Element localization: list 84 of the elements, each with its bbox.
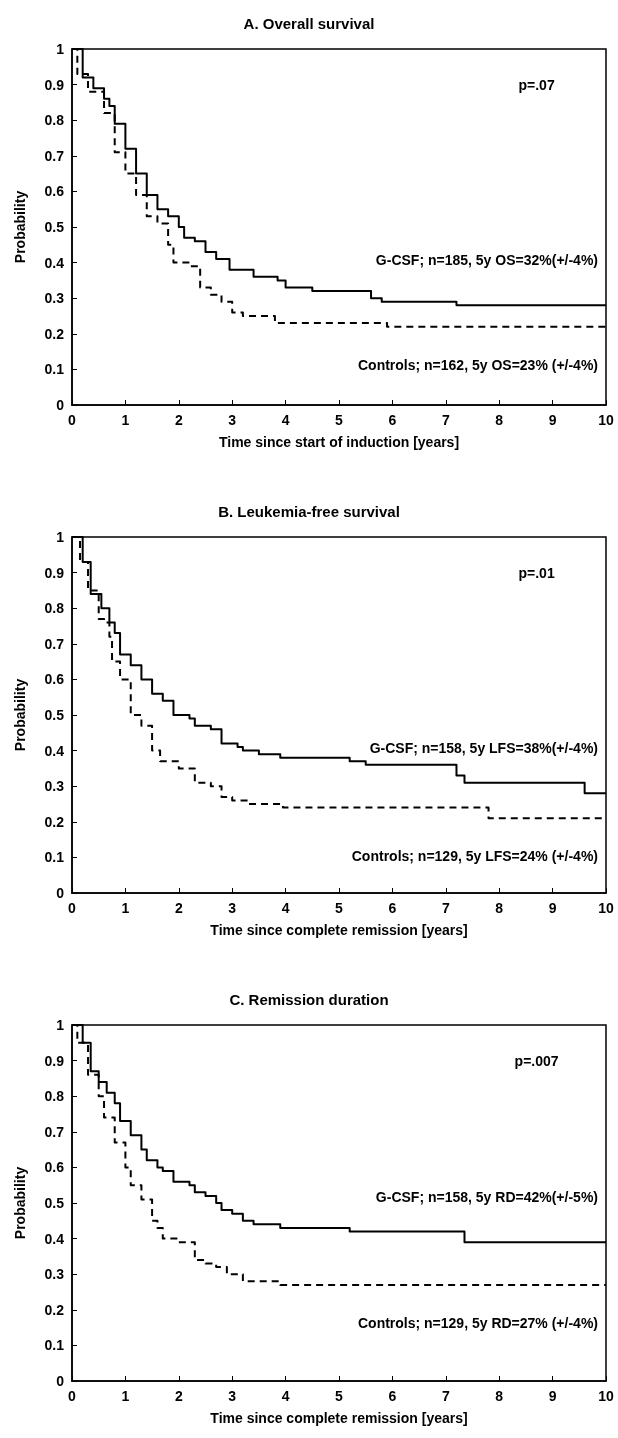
y-tick-label: 0.3 bbox=[44, 778, 65, 795]
x-tick-label: 3 bbox=[228, 900, 237, 916]
chart-title: A. Overall survival bbox=[243, 15, 375, 32]
y-tick-label: 0.5 bbox=[44, 219, 65, 235]
y-tick-label: 0.3 bbox=[44, 1266, 65, 1283]
y-axis-title: Probability bbox=[12, 190, 28, 264]
y-tick-label: 1 bbox=[56, 1017, 65, 1033]
x-tick-label: 3 bbox=[228, 1388, 237, 1404]
x-tick-label: 4 bbox=[281, 900, 290, 916]
x-tick-label: 1 bbox=[121, 900, 130, 916]
y-tick-label: 0.4 bbox=[44, 254, 65, 271]
y-tick-label: 0.6 bbox=[44, 183, 65, 200]
y-tick-label: 0.3 bbox=[44, 290, 65, 307]
annotation: p=.01 bbox=[518, 564, 555, 581]
y-tick-label: 0.5 bbox=[44, 707, 65, 723]
x-axis-title: Time since complete remission [years] bbox=[210, 922, 468, 938]
text: Controls; n=129, 5y RD=27% (+/-4%) bbox=[357, 1314, 598, 1331]
x-axis-title: Time since complete remission [years] bbox=[210, 1410, 468, 1426]
y-tick-label: 0 bbox=[56, 1373, 65, 1389]
x-tick-label: 8 bbox=[495, 412, 504, 428]
series-label: G-CSF; n=158, 5y LFS=38%(+/-4%) bbox=[369, 740, 598, 757]
x-axis-title: Time since start of induction [years] bbox=[218, 434, 460, 450]
x-tick-label: 0 bbox=[68, 412, 77, 428]
x-tick-label: 1 bbox=[121, 1388, 130, 1404]
y-tick-label: 1 bbox=[56, 529, 65, 545]
x-tick-label: 10 bbox=[598, 412, 614, 428]
y-tick-label: 0.6 bbox=[44, 671, 65, 688]
x-tick-label: 1 bbox=[121, 412, 130, 428]
x-tick-label: 8 bbox=[495, 1388, 504, 1404]
y-tick-label: 0.5 bbox=[44, 1195, 65, 1211]
y-tick-label: 0.1 bbox=[44, 361, 65, 378]
y-tick-label: 0.9 bbox=[44, 1052, 65, 1069]
x-tick-label: 4 bbox=[281, 1388, 290, 1404]
x-tick-label: 10 bbox=[598, 900, 614, 916]
x-tick-label: 6 bbox=[388, 1388, 397, 1404]
y-tick-label: 0.8 bbox=[44, 600, 65, 617]
x-tick-label: 2 bbox=[174, 900, 183, 916]
y-axis-title: Probability bbox=[12, 678, 28, 752]
y-tick-label: 0.8 bbox=[44, 1088, 65, 1105]
y-tick-label: 0.6 bbox=[44, 1159, 65, 1176]
chart-title: C. Remission duration bbox=[229, 991, 389, 1008]
x-tick-label: 0 bbox=[68, 900, 77, 916]
y-tick-label: 0.7 bbox=[44, 147, 65, 164]
x-tick-label: 0 bbox=[68, 1388, 77, 1404]
x-tick-label: 5 bbox=[335, 1388, 344, 1404]
x-tick-label: 2 bbox=[174, 1388, 183, 1404]
y-tick-label: 0 bbox=[56, 397, 65, 413]
y-tick-label: 0.4 bbox=[44, 742, 65, 759]
annotation: p=.007 bbox=[514, 1052, 559, 1069]
x-tick-label: 7 bbox=[441, 1388, 450, 1404]
x-tick-label: 10 bbox=[598, 1388, 614, 1404]
y-tick-label: 1 bbox=[56, 41, 65, 57]
x-tick-label: 3 bbox=[228, 412, 237, 428]
text: Controls; n=129, 5y LFS=24% (+/-4%) bbox=[351, 848, 598, 865]
series-label: G-CSF; n=158, 5y RD=42%(+/-5%) bbox=[375, 1189, 598, 1206]
y-tick-label: 0.2 bbox=[44, 813, 65, 830]
x-tick-label: 6 bbox=[388, 412, 397, 428]
x-tick-label: 5 bbox=[335, 412, 344, 428]
x-tick-label: 4 bbox=[281, 412, 290, 428]
x-tick-label: 9 bbox=[548, 412, 557, 428]
y-tick-label: 0 bbox=[56, 885, 65, 901]
chart-title: B. Leukemia-free survival bbox=[218, 503, 400, 520]
x-tick-label: 9 bbox=[548, 1388, 557, 1404]
text: Controls; n=162, 5y OS=23% (+/-4%) bbox=[357, 356, 598, 373]
x-tick-label: 2 bbox=[174, 412, 183, 428]
y-tick-label: 0.8 bbox=[44, 112, 65, 129]
y-tick-label: 0.4 bbox=[44, 1230, 65, 1247]
y-tick-label: 0.9 bbox=[44, 564, 65, 581]
y-tick-label: 0.7 bbox=[44, 1123, 65, 1140]
y-tick-label: 0.1 bbox=[44, 849, 65, 866]
y-tick-label: 0.1 bbox=[44, 1337, 65, 1354]
annotation: p=.07 bbox=[518, 76, 555, 93]
x-tick-label: 7 bbox=[441, 900, 450, 916]
x-tick-label: 9 bbox=[548, 900, 557, 916]
x-tick-label: 6 bbox=[388, 900, 397, 916]
x-tick-label: 5 bbox=[335, 900, 344, 916]
series-label: G-CSF; n=185, 5y OS=32%(+/-4%) bbox=[375, 252, 598, 269]
y-tick-label: 0.9 bbox=[44, 76, 65, 93]
y-axis-title: Probability bbox=[12, 1166, 28, 1240]
x-tick-label: 8 bbox=[495, 900, 504, 916]
x-tick-label: 7 bbox=[441, 412, 450, 428]
y-tick-label: 0.2 bbox=[44, 325, 65, 342]
y-tick-label: 0.7 bbox=[44, 635, 65, 652]
y-tick-label: 0.2 bbox=[44, 1301, 65, 1318]
